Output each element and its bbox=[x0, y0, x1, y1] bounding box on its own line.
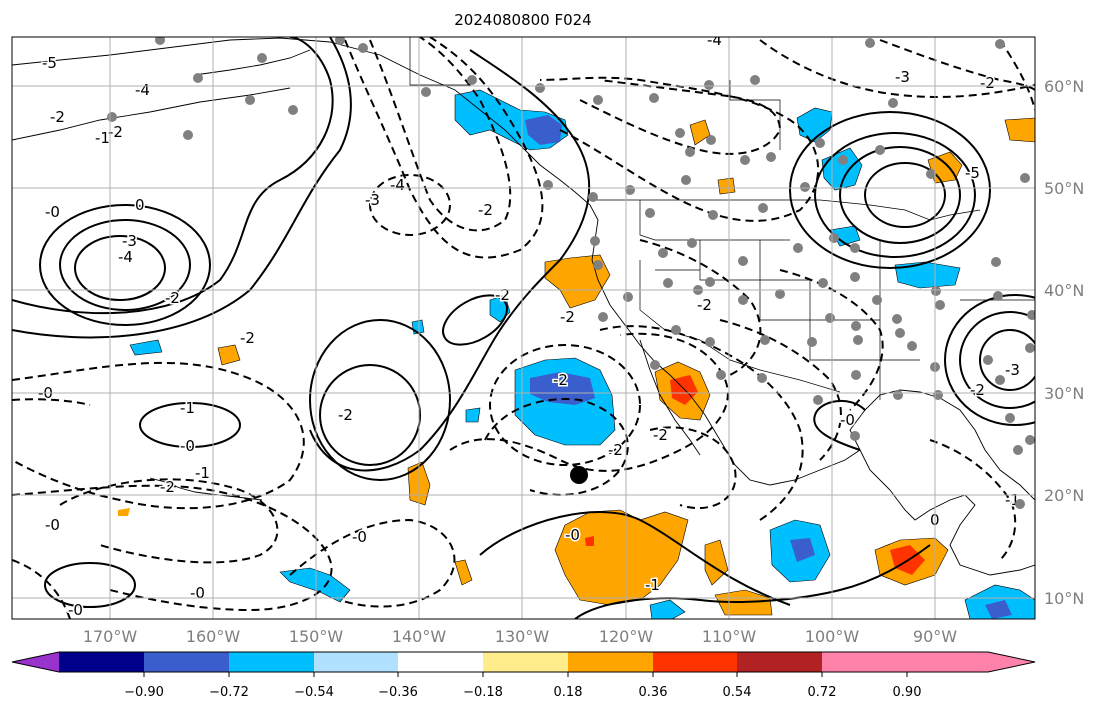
colorbar-tick: 0.90 bbox=[893, 685, 922, 700]
solid-contours bbox=[12, 37, 1035, 619]
svg-text:-2: -2 bbox=[240, 329, 255, 347]
figure-title: 2024080800 F024 bbox=[454, 11, 591, 29]
svg-text:-2: -2 bbox=[50, 108, 65, 126]
svg-text:-3: -3 bbox=[122, 232, 137, 250]
colorbar-segment bbox=[483, 652, 568, 672]
svg-text:-4: -4 bbox=[390, 176, 405, 194]
lon-label: 110°W bbox=[702, 627, 757, 646]
colorbar-segment bbox=[737, 652, 822, 672]
map-panel: -5 -4 -2 -1 -2 -0 0 -3 -4 -2 -2 -0 -1 -0… bbox=[12, 31, 1035, 619]
svg-text:-4: -4 bbox=[118, 248, 133, 266]
map-frame bbox=[11, 36, 1036, 620]
lat-label: 20°N bbox=[1044, 486, 1084, 505]
svg-text:0: 0 bbox=[135, 196, 145, 214]
svg-text:-0: -0 bbox=[180, 437, 195, 455]
lon-label: 120°W bbox=[599, 627, 654, 646]
svg-text:-2: -2 bbox=[165, 289, 180, 307]
svg-text:-2: -2 bbox=[653, 426, 668, 444]
lat-label: 40°N bbox=[1044, 281, 1084, 300]
svg-text:-3: -3 bbox=[365, 191, 380, 209]
contour-labels: -5 -4 -2 -1 -2 -0 0 -3 -4 -2 -2 -0 -1 -0… bbox=[37, 31, 1022, 619]
svg-text:-3: -3 bbox=[1005, 361, 1020, 379]
lon-label: 90°W bbox=[913, 627, 957, 646]
svg-text:-4: -4 bbox=[135, 81, 150, 99]
colorbar-tick: −0.72 bbox=[209, 685, 249, 700]
svg-text:-2: -2 bbox=[108, 123, 123, 141]
svg-text:-2: -2 bbox=[160, 478, 175, 496]
lat-label: 60°N bbox=[1044, 77, 1084, 96]
svg-text:-2: -2 bbox=[560, 308, 575, 326]
colorbar-segment bbox=[568, 652, 653, 672]
svg-text:-1: -1 bbox=[645, 576, 660, 594]
colorbar-tick: 0.54 bbox=[723, 685, 752, 700]
colorbar-tick: −0.54 bbox=[294, 685, 334, 700]
colorbar-segment bbox=[59, 652, 144, 672]
longitude-labels: 170°W 160°W 150°W 140°W 130°W 120°W 110°… bbox=[83, 627, 957, 646]
svg-text:-5: -5 bbox=[965, 164, 980, 182]
lon-label: 100°W bbox=[805, 627, 860, 646]
svg-text:-1: -1 bbox=[95, 129, 110, 147]
colorbar-tick: 0.36 bbox=[639, 685, 668, 700]
colorbar-segment bbox=[314, 652, 398, 672]
lon-label: 130°W bbox=[495, 627, 550, 646]
anomaly-shading bbox=[118, 89, 1035, 619]
colorbar-segment bbox=[144, 652, 229, 672]
colorbar-tick: −0.18 bbox=[463, 685, 503, 700]
svg-text:-1: -1 bbox=[195, 464, 210, 482]
svg-text:-0: -0 bbox=[840, 411, 855, 429]
lon-label: 150°W bbox=[289, 627, 344, 646]
colorbar-segment bbox=[398, 652, 483, 672]
colorbar: −0.90 −0.72 −0.54 −0.36 −0.18 0.18 0.36 … bbox=[11, 651, 1036, 700]
svg-text:-2: -2 bbox=[980, 74, 995, 92]
svg-text:-0: -0 bbox=[190, 584, 205, 602]
svg-text:-5: -5 bbox=[42, 54, 57, 72]
colorbar-tick: 0.18 bbox=[554, 685, 583, 700]
svg-text:-2: -2 bbox=[553, 371, 568, 389]
lat-label: 50°N bbox=[1044, 179, 1084, 198]
svg-text:-0: -0 bbox=[68, 601, 83, 619]
svg-text:-1: -1 bbox=[180, 399, 195, 417]
svg-text:-3: -3 bbox=[895, 68, 910, 86]
colorbar-left-extend bbox=[12, 652, 59, 672]
lon-label: 140°W bbox=[392, 627, 447, 646]
political-borders bbox=[409, 37, 1035, 400]
colorbar-tick: −0.90 bbox=[124, 685, 164, 700]
colorbar-tick: 0.72 bbox=[808, 685, 837, 700]
lon-label: 160°W bbox=[186, 627, 241, 646]
svg-text:-2: -2 bbox=[697, 296, 712, 314]
svg-text:-2: -2 bbox=[478, 201, 493, 219]
lat-label: 30°N bbox=[1044, 384, 1084, 403]
svg-text:-2: -2 bbox=[608, 441, 623, 459]
latitude-labels: 60°N 50°N 40°N 30°N 20°N 10°N bbox=[1044, 77, 1084, 608]
svg-text:-0: -0 bbox=[352, 528, 367, 546]
lat-label: 10°N bbox=[1044, 589, 1084, 608]
svg-text:-2: -2 bbox=[970, 381, 985, 399]
colorbar-segment bbox=[229, 652, 314, 672]
colorbar-segment bbox=[822, 652, 907, 672]
analysis-marker bbox=[570, 466, 588, 484]
colorbar-tick: −0.36 bbox=[378, 685, 418, 700]
svg-text:-4: -4 bbox=[707, 31, 722, 49]
colorbar-segment bbox=[653, 652, 737, 672]
svg-text:-0: -0 bbox=[565, 526, 580, 544]
gridlines bbox=[12, 37, 1035, 619]
svg-text:-0: -0 bbox=[45, 516, 60, 534]
lon-label: 170°W bbox=[83, 627, 138, 646]
svg-text:-0: -0 bbox=[45, 203, 60, 221]
svg-text:-2: -2 bbox=[338, 406, 353, 424]
svg-text:-2: -2 bbox=[495, 286, 510, 304]
